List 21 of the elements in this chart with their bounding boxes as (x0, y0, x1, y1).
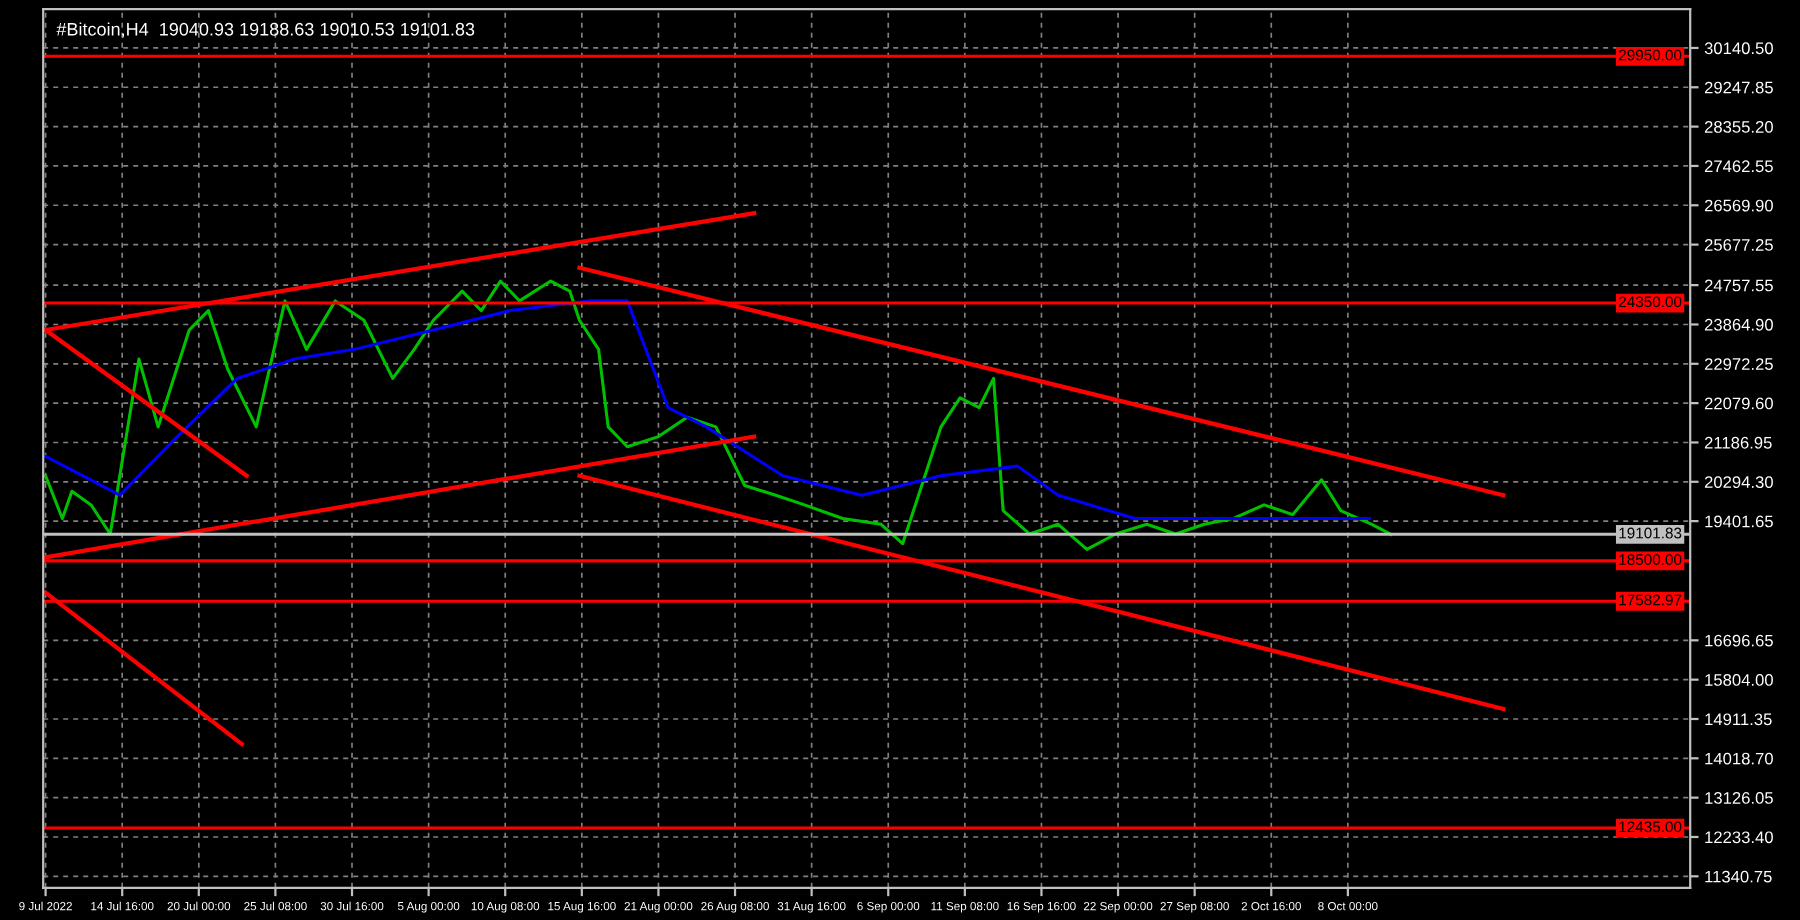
y-tick-label: 19401.65 (1705, 515, 1773, 528)
y-tick-label: 20294.30 (1704, 476, 1773, 488)
y-tick-label: 16696.65 (1705, 634, 1773, 647)
text: #Bitcoin,H4 19040.93 19188.63 19010.53 19101.83 (56, 22, 475, 38)
y-tick-label: 27462.55 (1704, 160, 1773, 173)
y-tick-label: 14018.70 (1705, 752, 1773, 765)
y-tick-label: 12233.40 (1705, 831, 1773, 844)
y-tick-label: 21186.95 (1704, 436, 1772, 449)
y-tick-label: 22972.25 (1704, 358, 1773, 370)
y-tick-label: 28355.20 (1704, 121, 1773, 133)
y-tick-label: 29247.85 (1704, 81, 1773, 94)
y-tick-label: 11340.75 (1705, 870, 1772, 883)
y-tick-label: 22079.60 (1704, 397, 1773, 410)
y-tick-label: 14911.35 (1705, 713, 1772, 726)
y-tick-label: 13126.05 (1705, 792, 1773, 804)
y-tick-label: 26569.90 (1704, 199, 1773, 212)
y-tick-label: 23864.90 (1704, 318, 1773, 331)
y-tick-label: 30140.50 (1704, 42, 1773, 55)
y-tick-label: 15804.00 (1705, 674, 1773, 686)
y-tick-label: 25677.25 (1704, 239, 1773, 251)
y-tick-label: 24757.55 (1704, 279, 1773, 292)
